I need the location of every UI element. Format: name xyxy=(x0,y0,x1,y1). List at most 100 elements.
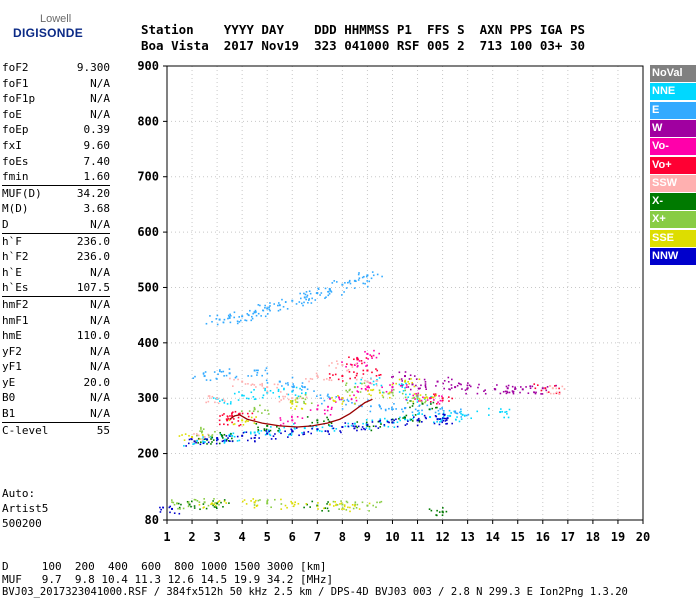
data-speck xyxy=(301,417,304,419)
data-speck xyxy=(330,422,333,425)
data-speck xyxy=(508,408,511,411)
data-speck xyxy=(309,409,312,411)
data-speck xyxy=(225,435,228,437)
param-row: yE 20.0 xyxy=(2,375,110,391)
data-speck xyxy=(177,507,179,510)
data-speck xyxy=(360,387,363,390)
data-speck xyxy=(409,393,411,396)
data-speck xyxy=(456,412,459,415)
data-speck xyxy=(294,427,296,430)
data-point xyxy=(421,402,424,405)
data-speck xyxy=(250,500,252,502)
data-speck xyxy=(277,302,280,304)
data-speck xyxy=(376,369,379,372)
data-speck xyxy=(253,406,256,409)
data-speck xyxy=(290,407,292,409)
data-speck xyxy=(305,378,307,380)
data-speck xyxy=(287,384,289,386)
data-speck xyxy=(423,378,426,381)
data-speck xyxy=(270,506,272,509)
data-speck xyxy=(423,414,426,417)
data-speck xyxy=(274,433,276,435)
data-speck xyxy=(306,388,309,391)
data-speck xyxy=(488,407,490,410)
data-speck xyxy=(187,502,189,504)
data-speck xyxy=(416,410,419,412)
data-speck xyxy=(398,383,401,386)
data-speck xyxy=(295,405,298,408)
data-speck xyxy=(438,423,441,426)
data-speck xyxy=(347,506,349,509)
data-speck xyxy=(236,435,239,438)
x-tick-label: 10 xyxy=(385,530,399,544)
data-speck xyxy=(278,400,281,403)
data-speck xyxy=(233,418,235,420)
data-speck xyxy=(561,385,564,388)
data-speck xyxy=(221,440,224,443)
data-speck xyxy=(205,507,208,510)
data-speck xyxy=(412,402,415,405)
data-speck xyxy=(335,281,338,283)
data-speck xyxy=(293,385,295,387)
y-tick-label: 600 xyxy=(137,225,159,239)
data-speck xyxy=(317,287,319,290)
data-speck xyxy=(488,414,490,416)
data-speck xyxy=(257,304,260,306)
data-speck xyxy=(215,506,218,509)
data-speck xyxy=(416,398,419,401)
data-point xyxy=(303,386,306,389)
data-point xyxy=(201,430,204,433)
data-speck xyxy=(159,506,161,509)
data-speck xyxy=(301,432,303,434)
data-speck xyxy=(250,391,253,394)
data-speck xyxy=(278,431,281,433)
data-speck xyxy=(348,356,350,359)
data-point xyxy=(454,410,457,413)
data-speck xyxy=(181,434,183,436)
data-speck xyxy=(443,379,446,382)
data-speck xyxy=(323,507,325,510)
data-speck xyxy=(272,391,275,394)
data-speck xyxy=(303,433,306,435)
data-speck xyxy=(248,314,250,317)
data-speck xyxy=(311,500,314,503)
data-speck xyxy=(323,409,326,411)
data-speck xyxy=(460,410,462,413)
data-speck xyxy=(241,410,243,413)
data-speck xyxy=(254,437,256,439)
data-speck xyxy=(217,373,219,376)
data-speck xyxy=(430,397,432,399)
data-speck xyxy=(348,389,351,392)
data-speck xyxy=(305,298,307,301)
data-speck xyxy=(420,399,423,402)
data-speck xyxy=(328,379,331,381)
data-speck xyxy=(329,398,331,400)
data-speck xyxy=(229,321,232,324)
data-speck xyxy=(202,436,204,438)
data-point xyxy=(446,417,449,420)
data-speck xyxy=(354,425,357,428)
data-speck xyxy=(338,397,340,399)
data-speck xyxy=(348,281,351,283)
data-speck xyxy=(286,506,288,509)
data-speck xyxy=(442,412,445,414)
data-speck xyxy=(277,388,280,391)
data-speck xyxy=(405,414,408,417)
data-speck xyxy=(381,391,384,394)
data-speck xyxy=(187,501,190,503)
data-speck xyxy=(287,398,290,401)
data-speck xyxy=(352,507,355,510)
data-point xyxy=(291,299,294,302)
data-speck xyxy=(329,377,331,379)
data-speck xyxy=(222,398,225,401)
data-speck xyxy=(408,382,410,385)
param-value: 9.300 xyxy=(76,61,110,74)
data-speck xyxy=(456,384,459,387)
data-speck xyxy=(308,290,311,293)
data-speck xyxy=(341,380,344,382)
data-speck xyxy=(327,430,329,432)
data-speck xyxy=(368,502,371,505)
data-speck xyxy=(182,507,185,510)
data-speck xyxy=(404,379,407,382)
data-speck xyxy=(160,508,162,511)
